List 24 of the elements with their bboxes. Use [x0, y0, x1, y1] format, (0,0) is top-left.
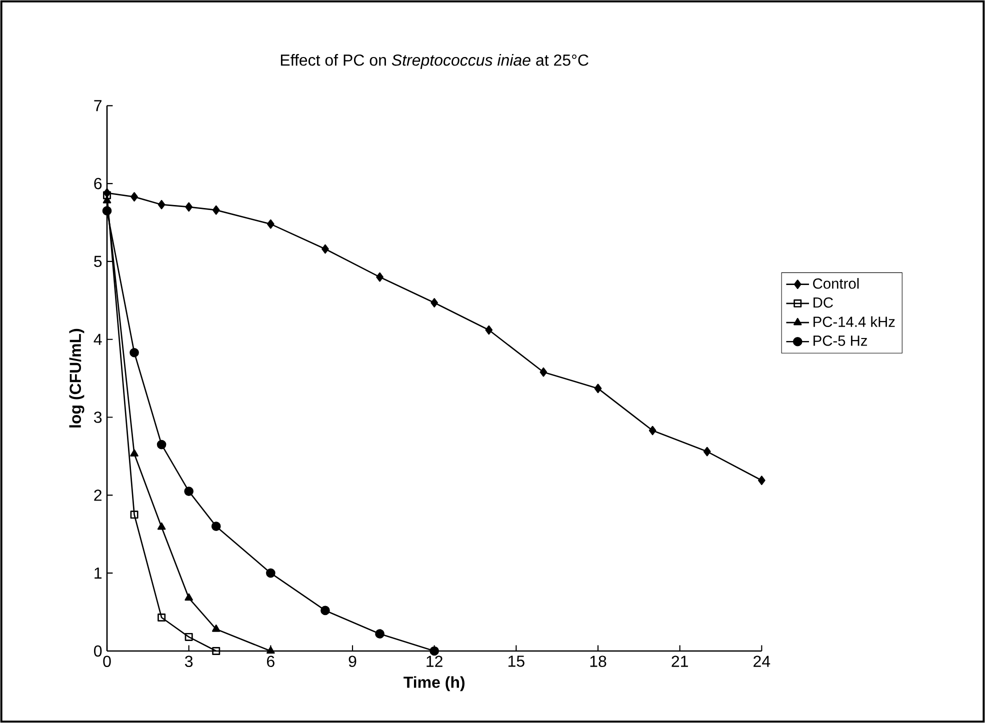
y-tick-label: 7 — [94, 100, 102, 112]
y-tick-label: 3 — [94, 412, 102, 423]
y-tick-label: 2 — [94, 490, 102, 501]
chart-title: Effect of PC on Streptococcus iniae at 25°C — [280, 54, 588, 69]
legend-label: DC — [814, 297, 833, 308]
x-tick-label: 6 — [267, 656, 274, 668]
y-tick-label: 6 — [94, 178, 102, 190]
y-axis-title: log (CFU/mL) — [69, 328, 84, 428]
x-tick-label: 9 — [348, 656, 356, 668]
legend-label: PC-14.4 kHz — [814, 316, 895, 327]
x-tick-label: 12 — [426, 656, 442, 667]
x-tick-label: 3 — [184, 656, 193, 668]
legend-label: PC-5 Hz — [814, 336, 868, 346]
x-tick-label: 21 — [672, 656, 688, 667]
x-tick-label: 18 — [590, 656, 606, 668]
y-tick-label: 5 — [94, 256, 102, 268]
x-tick-label: 15 — [508, 656, 524, 667]
legend-label: Control — [813, 278, 859, 289]
y-tick-label: 0 — [94, 645, 102, 657]
x-tick-label: 0 — [103, 656, 111, 668]
x-tick-label: 24 — [754, 656, 770, 667]
y-tick-label: 1 — [94, 568, 102, 579]
x-axis-title: Time (h) — [404, 676, 464, 692]
y-tick-label: 4 — [94, 334, 102, 345]
